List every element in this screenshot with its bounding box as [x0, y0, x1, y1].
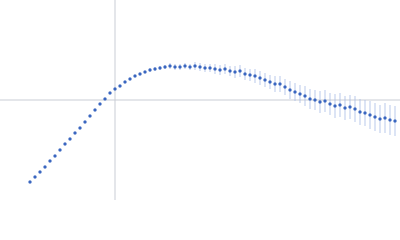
point [173, 65, 177, 69]
point [243, 72, 247, 76]
point [143, 70, 147, 74]
point [198, 65, 202, 69]
point [278, 82, 282, 86]
point [233, 70, 237, 74]
point [383, 116, 387, 120]
point [183, 64, 187, 68]
point [348, 105, 352, 109]
point [153, 67, 157, 71]
point [133, 74, 137, 78]
point [228, 69, 232, 73]
point [48, 159, 52, 163]
point [358, 110, 362, 114]
point [303, 94, 307, 98]
point [253, 74, 257, 78]
point [118, 84, 122, 88]
point [313, 98, 317, 102]
point [293, 90, 297, 94]
point [333, 104, 337, 108]
point [343, 106, 347, 110]
point [218, 68, 222, 72]
point [298, 92, 302, 96]
point [338, 103, 342, 107]
point [103, 97, 107, 101]
chart [0, 0, 400, 200]
point [63, 142, 67, 146]
point [388, 118, 392, 122]
point [203, 66, 207, 70]
point [393, 119, 397, 123]
point [43, 165, 47, 169]
point [123, 80, 127, 84]
point [283, 85, 287, 89]
point [98, 102, 102, 106]
point [368, 113, 372, 117]
point [353, 107, 357, 111]
point [113, 87, 117, 91]
point [378, 117, 382, 121]
point [318, 100, 322, 104]
point [373, 115, 377, 119]
point [163, 65, 167, 69]
point [193, 64, 197, 68]
point [213, 67, 217, 71]
point [58, 148, 62, 152]
point [258, 76, 262, 80]
point [78, 126, 82, 130]
point [28, 180, 32, 184]
point [88, 114, 92, 118]
point [323, 99, 327, 103]
point [83, 120, 87, 124]
point [288, 88, 292, 92]
point [208, 66, 212, 70]
point [148, 68, 152, 72]
point [168, 64, 172, 68]
point [158, 66, 162, 70]
point [68, 137, 72, 141]
page: {"chart_data": {"type": "scatter", "colo… [0, 0, 400, 200]
point [328, 102, 332, 106]
point [53, 154, 57, 158]
point [93, 108, 97, 112]
point [263, 78, 267, 82]
point [363, 111, 367, 115]
point [223, 67, 227, 71]
point [138, 72, 142, 76]
point [178, 65, 182, 69]
point [273, 82, 277, 86]
point [38, 170, 42, 174]
point [128, 77, 132, 81]
point [248, 73, 252, 77]
point [188, 65, 192, 69]
point [33, 175, 37, 179]
point [308, 97, 312, 101]
point [73, 131, 77, 135]
point [268, 80, 272, 84]
point [238, 69, 242, 73]
point [108, 91, 112, 95]
